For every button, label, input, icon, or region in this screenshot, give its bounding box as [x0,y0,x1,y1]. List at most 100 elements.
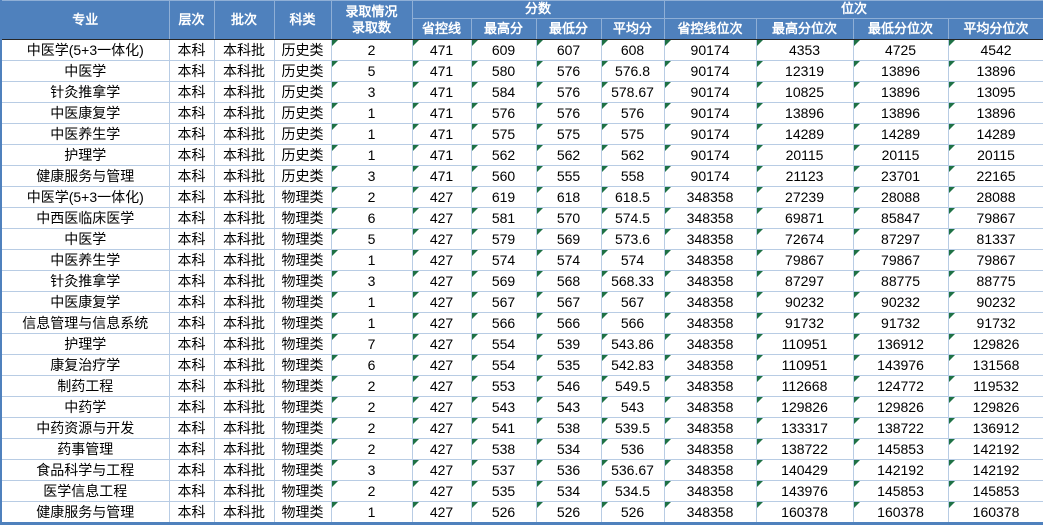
major-cell[interactable]: 针灸推拿学 [0,81,170,103]
max-score-cell[interactable]: 554 [470,333,537,355]
min-score-cell[interactable]: 562 [535,144,602,166]
batch-cell[interactable]: 本科批 [213,144,275,166]
max-score-cell[interactable]: 569 [470,270,537,292]
max-score-rank-cell[interactable]: 12319 [755,60,854,82]
col-header-level[interactable]: 层次 [168,0,214,40]
batch-cell[interactable]: 本科批 [213,501,275,524]
min-score-cell[interactable]: 543 [535,396,602,418]
major-cell[interactable]: 护理学 [0,333,170,355]
avg-score-rank-cell[interactable]: 131568 [947,354,1043,376]
min-score-rank-cell[interactable]: 145853 [852,438,949,460]
control-line-cell[interactable]: 471 [411,102,472,124]
category-cell[interactable]: 物理类 [273,270,332,292]
level-cell[interactable]: 本科 [168,291,215,313]
col-header-min-score-rank[interactable]: 最低分位次 [852,18,949,40]
col-group-ranks[interactable]: 位次 [663,0,1043,19]
avg-score-rank-cell[interactable]: 28088 [947,186,1043,208]
control-line-rank-cell[interactable]: 348358 [663,354,757,376]
min-score-cell[interactable]: 538 [535,417,602,439]
avg-score-cell[interactable]: 558 [600,165,665,187]
min-score-cell[interactable]: 546 [535,375,602,397]
level-cell[interactable]: 本科 [168,333,215,355]
level-cell[interactable]: 本科 [168,81,215,103]
min-score-rank-cell[interactable]: 20115 [852,144,949,166]
control-line-rank-cell[interactable]: 90174 [663,123,757,145]
count-cell[interactable]: 3 [330,459,413,481]
level-cell[interactable]: 本科 [168,102,215,124]
control-line-cell[interactable]: 427 [411,501,472,524]
control-line-rank-cell[interactable]: 90174 [663,81,757,103]
control-line-cell[interactable]: 471 [411,39,472,61]
min-score-rank-cell[interactable]: 145853 [852,480,949,502]
avg-score-cell[interactable]: 526 [600,501,665,524]
level-cell[interactable]: 本科 [168,396,215,418]
max-score-rank-cell[interactable]: 10825 [755,81,854,103]
count-cell[interactable]: 2 [330,438,413,460]
max-score-cell[interactable]: 609 [470,39,537,61]
avg-score-rank-cell[interactable]: 20115 [947,144,1043,166]
avg-score-rank-cell[interactable]: 13095 [947,81,1043,103]
category-cell[interactable]: 历史类 [273,102,332,124]
avg-score-rank-cell[interactable]: 13896 [947,102,1043,124]
avg-score-cell[interactable]: 542.83 [600,354,665,376]
category-cell[interactable]: 物理类 [273,480,332,502]
max-score-rank-cell[interactable]: 90232 [755,291,854,313]
control-line-cell[interactable]: 471 [411,144,472,166]
min-score-rank-cell[interactable]: 85847 [852,207,949,229]
control-line-rank-cell[interactable]: 348358 [663,333,757,355]
avg-score-rank-cell[interactable]: 136912 [947,417,1043,439]
min-score-rank-cell[interactable]: 160378 [852,501,949,524]
batch-cell[interactable]: 本科批 [213,60,275,82]
control-line-cell[interactable]: 427 [411,438,472,460]
max-score-rank-cell[interactable]: 140429 [755,459,854,481]
level-cell[interactable]: 本科 [168,60,215,82]
avg-score-rank-cell[interactable]: 160378 [947,501,1043,524]
control-line-cell[interactable]: 427 [411,291,472,313]
min-score-cell[interactable]: 567 [535,291,602,313]
batch-cell[interactable]: 本科批 [213,459,275,481]
max-score-rank-cell[interactable]: 91732 [755,312,854,334]
major-cell[interactable]: 中医学(5+3一体化) [0,39,170,61]
count-cell[interactable]: 5 [330,60,413,82]
batch-cell[interactable]: 本科批 [213,102,275,124]
major-cell[interactable]: 食品科学与工程 [0,459,170,481]
major-cell[interactable]: 中医养生学 [0,123,170,145]
category-cell[interactable]: 物理类 [273,396,332,418]
count-cell[interactable]: 1 [330,102,413,124]
major-cell[interactable]: 中药学 [0,396,170,418]
avg-score-cell[interactable]: 618.5 [600,186,665,208]
col-header-min-score[interactable]: 最低分 [535,18,601,40]
control-line-rank-cell[interactable]: 90174 [663,102,757,124]
control-line-rank-cell[interactable]: 348358 [663,480,757,502]
avg-score-rank-cell[interactable]: 90232 [947,291,1043,313]
min-score-cell[interactable]: 576 [535,102,602,124]
avg-score-rank-cell[interactable]: 129826 [947,396,1043,418]
min-score-cell[interactable]: 534 [535,480,602,502]
control-line-cell[interactable]: 427 [411,417,472,439]
major-cell[interactable]: 中药资源与开发 [0,417,170,439]
max-score-rank-cell[interactable]: 87297 [755,270,854,292]
category-cell[interactable]: 物理类 [273,333,332,355]
avg-score-rank-cell[interactable]: 119532 [947,375,1043,397]
batch-cell[interactable]: 本科批 [213,186,275,208]
avg-score-rank-cell[interactable]: 79867 [947,207,1043,229]
min-score-cell[interactable]: 568 [535,270,602,292]
avg-score-cell[interactable]: 574 [600,249,665,271]
avg-score-cell[interactable]: 575 [600,123,665,145]
max-score-rank-cell[interactable]: 79867 [755,249,854,271]
min-score-cell[interactable]: 534 [535,438,602,460]
min-score-cell[interactable]: 526 [535,501,602,524]
level-cell[interactable]: 本科 [168,270,215,292]
control-line-rank-cell[interactable]: 348358 [663,375,757,397]
max-score-cell[interactable]: 541 [470,417,537,439]
max-score-cell[interactable]: 579 [470,228,537,250]
major-cell[interactable]: 中西医临床医学 [0,207,170,229]
max-score-rank-cell[interactable]: 143976 [755,480,854,502]
count-cell[interactable]: 6 [330,207,413,229]
category-cell[interactable]: 物理类 [273,375,332,397]
category-cell[interactable]: 历史类 [273,144,332,166]
batch-cell[interactable]: 本科批 [213,291,275,313]
max-score-rank-cell[interactable]: 110951 [755,354,854,376]
max-score-cell[interactable]: 553 [470,375,537,397]
max-score-rank-cell[interactable]: 4353 [755,39,854,61]
